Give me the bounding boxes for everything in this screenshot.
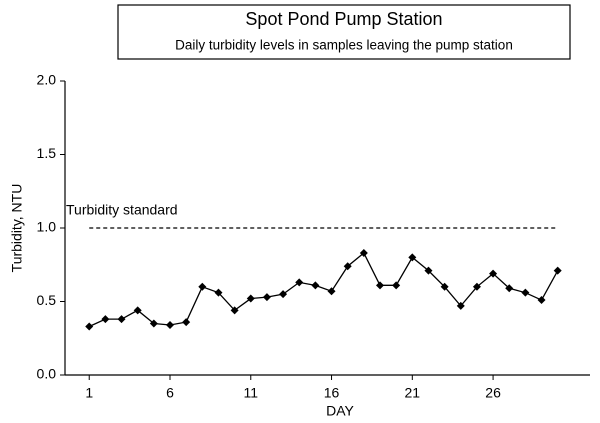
x-tick-label: 1 xyxy=(85,385,93,401)
data-point xyxy=(359,248,368,257)
x-tick-label: 21 xyxy=(405,385,421,401)
title-box xyxy=(117,4,571,60)
y-axis-label: Turbidity, NTU xyxy=(9,184,25,273)
data-point xyxy=(456,301,465,310)
y-tick-label: 0.0 xyxy=(37,366,57,382)
data-point xyxy=(149,319,158,328)
chart-subtitle: Daily turbidity levels in samples leavin… xyxy=(175,38,513,53)
series-line xyxy=(88,251,559,328)
data-point xyxy=(408,253,417,262)
y-tick-label: 0.5 xyxy=(37,292,57,308)
data-point xyxy=(505,284,514,293)
data-point xyxy=(489,269,498,278)
data-point xyxy=(214,288,223,297)
x-axis-label: DAY xyxy=(326,403,354,419)
data-point xyxy=(553,266,562,275)
data-point xyxy=(392,281,401,290)
data-point xyxy=(85,322,94,331)
x-tick-label: 6 xyxy=(166,385,174,401)
data-point xyxy=(133,306,142,315)
data-point xyxy=(246,294,255,303)
data-point xyxy=(262,293,271,302)
data-point xyxy=(182,318,191,327)
data-point xyxy=(424,266,433,275)
data-point xyxy=(279,290,288,299)
data-point xyxy=(537,296,546,305)
data-point xyxy=(472,282,481,291)
data-point xyxy=(521,288,530,297)
data-point xyxy=(311,281,320,290)
data-point xyxy=(117,315,126,324)
y-tick-label: 2.0 xyxy=(37,72,57,88)
x-tick-label: 26 xyxy=(485,385,501,401)
data-point xyxy=(327,287,336,296)
data-point xyxy=(440,282,449,291)
data-point xyxy=(198,282,207,291)
data-point xyxy=(295,278,304,287)
x-tick-label: 16 xyxy=(324,385,340,401)
data-point xyxy=(230,306,239,315)
reference-label: Turbidity standard xyxy=(66,202,178,218)
x-tick-label: 11 xyxy=(243,385,258,401)
data-point xyxy=(101,315,110,324)
data-point xyxy=(166,321,174,330)
chart-title: Spot Pond Pump Station xyxy=(245,9,442,29)
y-tick-label: 1.5 xyxy=(37,145,57,161)
data-point xyxy=(376,281,384,290)
data-point xyxy=(343,262,352,271)
y-tick-label: 1.0 xyxy=(37,219,57,235)
